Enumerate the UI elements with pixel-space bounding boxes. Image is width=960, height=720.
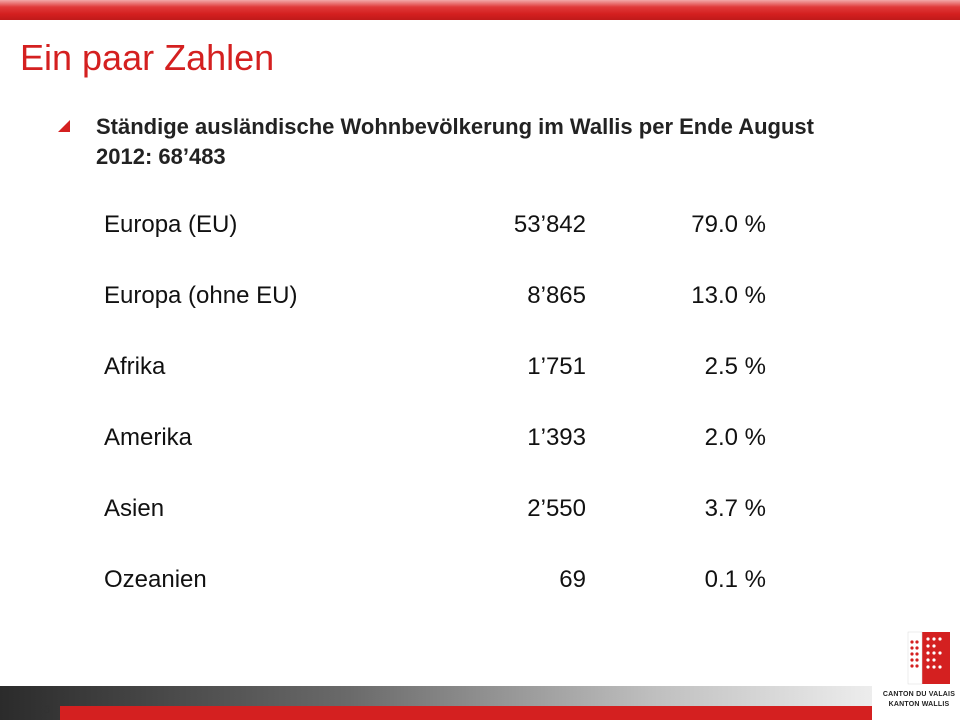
page-number: 3 bbox=[44, 704, 51, 716]
region-cell: Afrika bbox=[104, 352, 166, 380]
slide-subtitle: Ständige ausländische Wohnbevölkerung im… bbox=[96, 114, 814, 169]
count-cell: 1’393 bbox=[527, 423, 586, 451]
table-row: Ozeanien 69 0.1 % bbox=[104, 544, 766, 615]
table-row: Europa (EU) 53’842 79.0 % bbox=[104, 189, 766, 260]
percent-cell: 79.0 % bbox=[691, 210, 766, 238]
count-cell: 69 bbox=[559, 565, 586, 593]
percent-cell: 13.0 % bbox=[691, 281, 766, 309]
region-cell: Amerika bbox=[104, 423, 193, 451]
percent-cell: 2.5 % bbox=[704, 352, 766, 380]
table-row: Asien 2’550 3.7 % bbox=[104, 473, 766, 544]
percent-cell: 3.7 % bbox=[704, 494, 766, 522]
logo-line-1: CANTON DU VALAIS bbox=[882, 691, 956, 698]
region-cell: Europa (ohne EU) bbox=[104, 281, 298, 309]
table-row: Europa (ohne EU) 8’865 13.0 % bbox=[104, 260, 766, 331]
population-table: Europa (EU) 53’842 79.0 % Europa (ohne E… bbox=[104, 189, 766, 615]
valais-flag-icon bbox=[907, 631, 950, 685]
count-cell: 53’842 bbox=[513, 210, 586, 238]
count-cell: 8’865 bbox=[527, 281, 586, 309]
region-cell: Asien bbox=[104, 494, 165, 522]
region-cell: Ozeanien bbox=[104, 565, 207, 593]
triangle-bullet-icon bbox=[58, 120, 70, 132]
count-cell: 1’751 bbox=[527, 352, 586, 380]
percent-cell: 0.1 % bbox=[704, 565, 766, 593]
footer-red-bar bbox=[60, 706, 872, 720]
table-row: Afrika 1’751 2.5 % bbox=[104, 331, 766, 402]
slide-title: Ein paar Zahlen bbox=[20, 37, 275, 78]
count-cell: 2’550 bbox=[527, 494, 586, 522]
percent-cell: 2.0 % bbox=[704, 423, 766, 451]
canton-logo: CANTON DU VALAIS KANTON WALLIS bbox=[878, 628, 960, 720]
region-cell: Europa (EU) bbox=[104, 210, 238, 238]
logo-line-2: KANTON WALLIS bbox=[888, 701, 950, 708]
table-row: Amerika 1’393 2.0 % bbox=[104, 402, 766, 473]
top-red-bar bbox=[0, 0, 960, 20]
